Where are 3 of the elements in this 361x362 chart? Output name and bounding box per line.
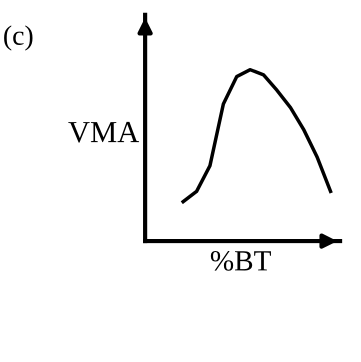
y-axis-title: VMA bbox=[68, 122, 140, 143]
x-axis-title: %BT bbox=[210, 250, 271, 271]
chart-title: (c) bbox=[4, 25, 32, 51]
